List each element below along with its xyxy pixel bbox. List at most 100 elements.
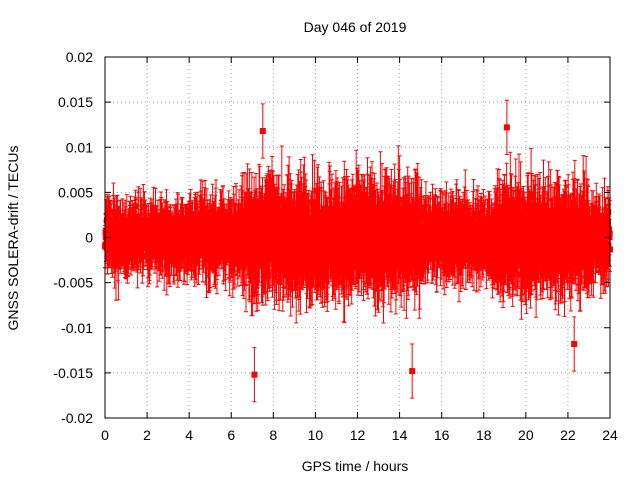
- data-point: [290, 218, 297, 224]
- data-point: [382, 211, 389, 218]
- data-point: [519, 217, 526, 224]
- data-point: [260, 263, 267, 270]
- data-point: [548, 213, 555, 220]
- data-point: [487, 233, 494, 240]
- data-point: [202, 213, 209, 220]
- data-point: [431, 234, 437, 241]
- data-point: [193, 259, 200, 266]
- data-point: [193, 219, 200, 226]
- data-point: [284, 251, 291, 258]
- data-point: [514, 213, 521, 220]
- data-point: [581, 247, 588, 254]
- data-point: [570, 252, 577, 259]
- data-point: [345, 244, 351, 250]
- data-point: [462, 207, 469, 214]
- data-point: [574, 213, 581, 220]
- data-point: [174, 217, 181, 224]
- data-point: [584, 270, 591, 277]
- x-tick-label: 4: [185, 427, 193, 443]
- data-point: [392, 259, 399, 266]
- data-point: [553, 230, 560, 237]
- data-point: [462, 251, 469, 258]
- data-point: [213, 213, 219, 220]
- data-point: [534, 216, 541, 223]
- data-point: [304, 243, 311, 250]
- data-point: [285, 213, 292, 219]
- data-point: [373, 249, 380, 256]
- data-point: [195, 250, 202, 257]
- data-point: [533, 248, 540, 255]
- data-point: [140, 244, 147, 251]
- data-point: [130, 250, 137, 257]
- data-point: [215, 239, 222, 246]
- data-point: [320, 206, 327, 212]
- data-point: [272, 237, 279, 244]
- data-point: [194, 222, 201, 229]
- data-point: [131, 222, 138, 229]
- data-point: [202, 242, 209, 249]
- data-point: [596, 220, 603, 227]
- data-point: [360, 249, 367, 256]
- data-point: [239, 218, 245, 225]
- data-point: [234, 251, 241, 258]
- data-point: [494, 203, 501, 210]
- data-point: [131, 218, 138, 225]
- data-point: [297, 260, 304, 267]
- data-point: [219, 224, 226, 231]
- data-point: [556, 216, 563, 222]
- data-point: [379, 237, 386, 243]
- data-point: [254, 262, 261, 269]
- data-point: [539, 246, 546, 253]
- data-point: [531, 217, 537, 224]
- data-point: [528, 246, 535, 253]
- data-point: [398, 218, 405, 225]
- data-point: [214, 248, 221, 254]
- data-point: [601, 257, 608, 264]
- data-point: [287, 265, 294, 272]
- data-point: [585, 236, 592, 242]
- data-point: [310, 208, 317, 215]
- data-point: [414, 214, 421, 221]
- y-tick-label: -0.015: [53, 365, 93, 381]
- data-point: [502, 232, 509, 239]
- data-point: [457, 264, 464, 270]
- data-point: [285, 220, 292, 227]
- data-point: [415, 241, 422, 248]
- data-point: [486, 215, 493, 222]
- x-tick-label: 14: [392, 427, 408, 443]
- data-point: [163, 262, 170, 269]
- data-point: [573, 246, 580, 252]
- data-point: [120, 238, 127, 245]
- data-point: [484, 224, 491, 231]
- data-point: [340, 257, 346, 263]
- data-point: [381, 265, 388, 272]
- data-point: [305, 219, 312, 225]
- data-point: [399, 241, 406, 247]
- data-point: [341, 210, 348, 217]
- data-point: [588, 228, 595, 235]
- data-point: [248, 213, 254, 220]
- y-tick-label: 0.015: [58, 94, 93, 110]
- data-point: [540, 252, 547, 259]
- data-point: [363, 232, 370, 239]
- data-point: [231, 244, 238, 251]
- data-point: [356, 226, 363, 233]
- data-point: [386, 206, 393, 213]
- data-point: [545, 208, 552, 214]
- data-point: [562, 212, 568, 218]
- data-point: [438, 215, 445, 222]
- data-point: [509, 269, 516, 275]
- data-point: [571, 341, 578, 347]
- data-point: [516, 197, 522, 204]
- data-point: [132, 203, 139, 210]
- data-point: [523, 253, 530, 260]
- data-point: [245, 252, 252, 259]
- data-point: [256, 254, 263, 261]
- data-point: [163, 219, 170, 226]
- data-point: [295, 237, 302, 244]
- data-point: [579, 233, 586, 239]
- data-point: [329, 206, 335, 213]
- x-tick-label: 24: [602, 427, 618, 443]
- data-point: [120, 234, 127, 241]
- data-point: [498, 242, 505, 249]
